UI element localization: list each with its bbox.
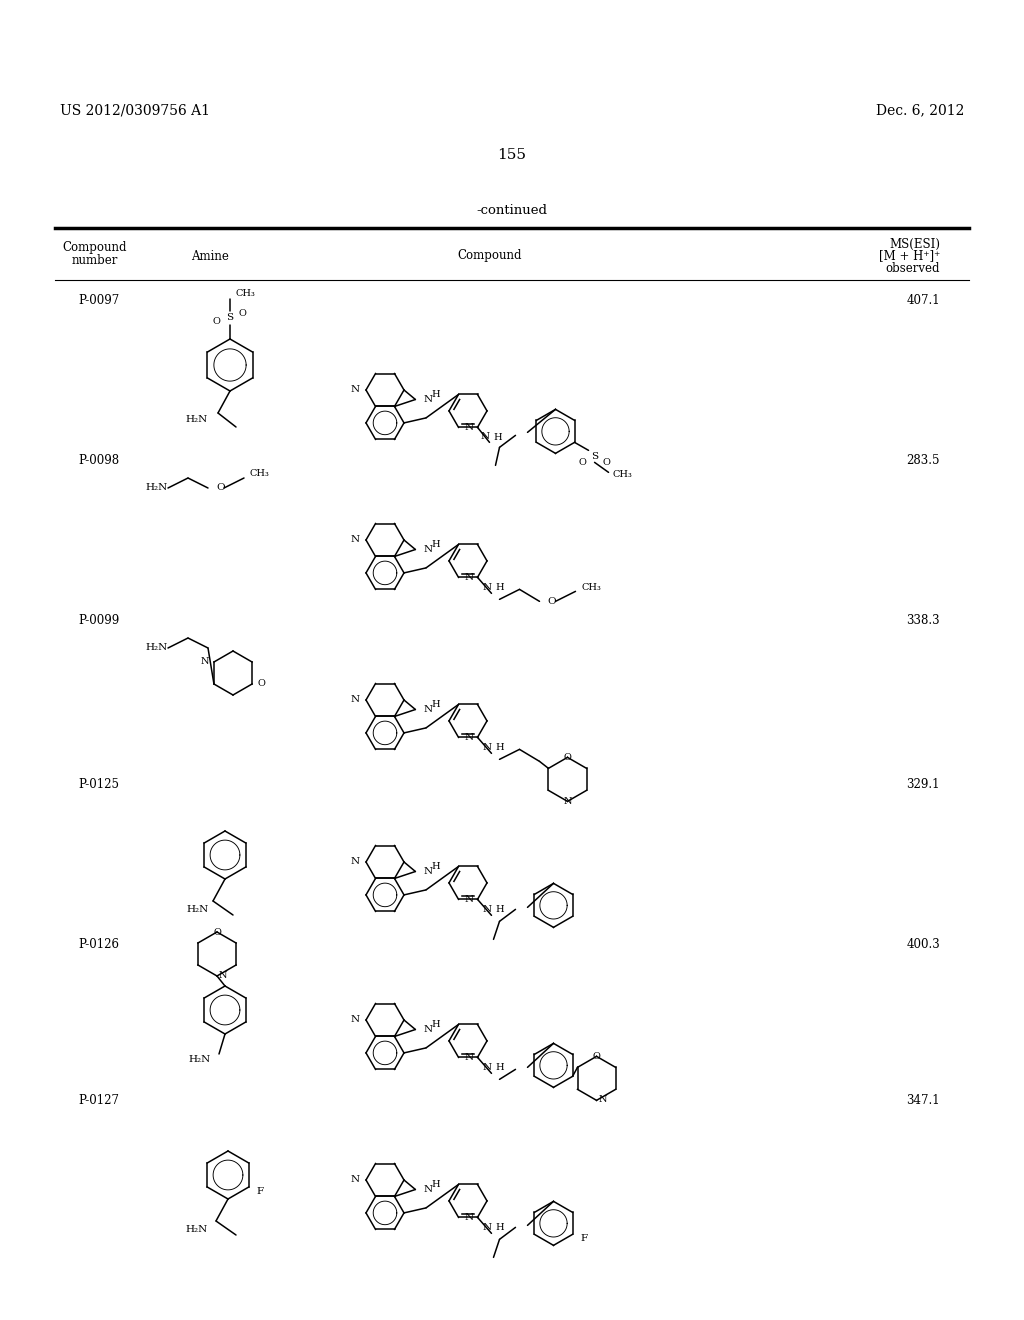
- Text: H: H: [431, 540, 440, 549]
- Text: N: N: [423, 1026, 432, 1034]
- Text: MS(ESI): MS(ESI): [889, 238, 940, 251]
- Text: P-0127: P-0127: [78, 1093, 119, 1106]
- Text: N: N: [465, 733, 474, 742]
- Text: H₂N: H₂N: [145, 644, 168, 652]
- Text: Compound: Compound: [458, 249, 522, 263]
- Text: N: N: [423, 867, 432, 876]
- Text: Dec. 6, 2012: Dec. 6, 2012: [876, 103, 964, 117]
- Text: H₂N: H₂N: [186, 904, 209, 913]
- Text: H: H: [496, 906, 504, 913]
- Text: H: H: [496, 583, 504, 591]
- Text: N: N: [351, 696, 360, 705]
- Text: P-0126: P-0126: [78, 939, 119, 952]
- Text: N: N: [201, 657, 209, 667]
- Text: [M + H⁺]⁺: [M + H⁺]⁺: [879, 249, 940, 263]
- Text: P-0098: P-0098: [78, 454, 119, 466]
- Text: O: O: [257, 680, 265, 689]
- Text: O: O: [579, 458, 587, 467]
- Text: 407.1: 407.1: [906, 293, 940, 306]
- Text: N: N: [219, 972, 227, 979]
- Text: N: N: [563, 797, 571, 807]
- Text: H₂N: H₂N: [188, 1056, 211, 1064]
- Text: H: H: [496, 1063, 504, 1072]
- Text: O: O: [238, 309, 246, 318]
- Text: Compound: Compound: [62, 242, 127, 255]
- Text: F: F: [581, 1234, 588, 1243]
- Text: N: N: [482, 1064, 492, 1072]
- Text: 155: 155: [498, 148, 526, 162]
- Text: N: N: [423, 395, 432, 404]
- Text: 329.1: 329.1: [906, 779, 940, 792]
- Text: US 2012/0309756 A1: US 2012/0309756 A1: [60, 103, 210, 117]
- Text: H: H: [431, 700, 440, 709]
- Text: O: O: [213, 928, 221, 937]
- Text: N: N: [423, 545, 432, 554]
- Text: N: N: [423, 1185, 432, 1195]
- Text: H₂N: H₂N: [185, 1225, 208, 1233]
- Text: N: N: [599, 1096, 607, 1105]
- Text: N: N: [465, 573, 474, 582]
- Text: N: N: [482, 1224, 492, 1233]
- Text: CH₃: CH₃: [250, 470, 270, 479]
- Text: O: O: [563, 754, 571, 763]
- Text: N: N: [465, 422, 474, 432]
- Text: 338.3: 338.3: [906, 614, 940, 627]
- Text: F: F: [257, 1187, 264, 1196]
- Text: P-0097: P-0097: [78, 293, 119, 306]
- Text: N: N: [351, 1176, 360, 1184]
- Text: number: number: [72, 255, 118, 268]
- Text: H₂N: H₂N: [145, 483, 168, 492]
- Text: O: O: [602, 458, 610, 467]
- Text: N: N: [351, 536, 360, 544]
- Text: P-0099: P-0099: [78, 614, 119, 627]
- Text: H: H: [431, 862, 440, 871]
- Text: O: O: [216, 483, 224, 492]
- Text: H: H: [496, 743, 504, 752]
- Text: S: S: [226, 313, 233, 322]
- Text: Amine: Amine: [191, 249, 229, 263]
- Text: CH₃: CH₃: [582, 583, 601, 591]
- Text: 400.3: 400.3: [906, 939, 940, 952]
- Text: N: N: [480, 433, 489, 441]
- Text: P-0125: P-0125: [78, 779, 119, 792]
- Text: CH₃: CH₃: [236, 289, 256, 297]
- Text: N: N: [482, 743, 492, 752]
- Text: H: H: [431, 389, 440, 399]
- Text: CH₃: CH₃: [612, 470, 633, 479]
- Text: -continued: -continued: [476, 203, 548, 216]
- Text: O: O: [212, 317, 220, 326]
- Text: H: H: [431, 1180, 440, 1189]
- Text: O: O: [593, 1052, 600, 1061]
- Text: 347.1: 347.1: [906, 1093, 940, 1106]
- Text: N: N: [465, 1053, 474, 1061]
- Text: N: N: [351, 1015, 360, 1024]
- Text: observed: observed: [886, 261, 940, 275]
- Text: O: O: [548, 597, 556, 606]
- Text: H: H: [494, 433, 502, 442]
- Text: N: N: [465, 1213, 474, 1222]
- Text: H₂N: H₂N: [185, 414, 208, 424]
- Text: H: H: [431, 1020, 440, 1030]
- Text: S: S: [591, 451, 598, 461]
- Text: H: H: [496, 1222, 504, 1232]
- Text: N: N: [351, 858, 360, 866]
- Text: N: N: [351, 385, 360, 395]
- Text: N: N: [482, 583, 492, 593]
- Text: N: N: [465, 895, 474, 904]
- Text: N: N: [423, 705, 432, 714]
- Text: N: N: [482, 906, 492, 915]
- Text: 283.5: 283.5: [906, 454, 940, 466]
